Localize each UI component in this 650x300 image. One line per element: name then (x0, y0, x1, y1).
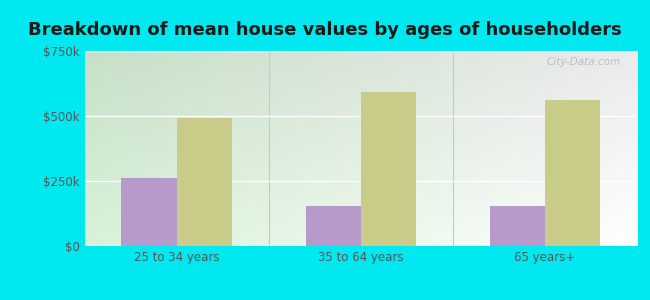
Legend: Myton, Utah: Myton, Utah (291, 299, 431, 300)
Text: Breakdown of mean house values by ages of householders: Breakdown of mean house values by ages o… (28, 21, 622, 39)
Bar (177, 118, 232, 246)
Bar (306, 206, 361, 246)
Bar (489, 206, 545, 246)
Bar (361, 92, 416, 246)
Text: City-Data.com: City-Data.com (546, 57, 620, 67)
Bar (122, 178, 177, 246)
Bar (545, 100, 600, 246)
